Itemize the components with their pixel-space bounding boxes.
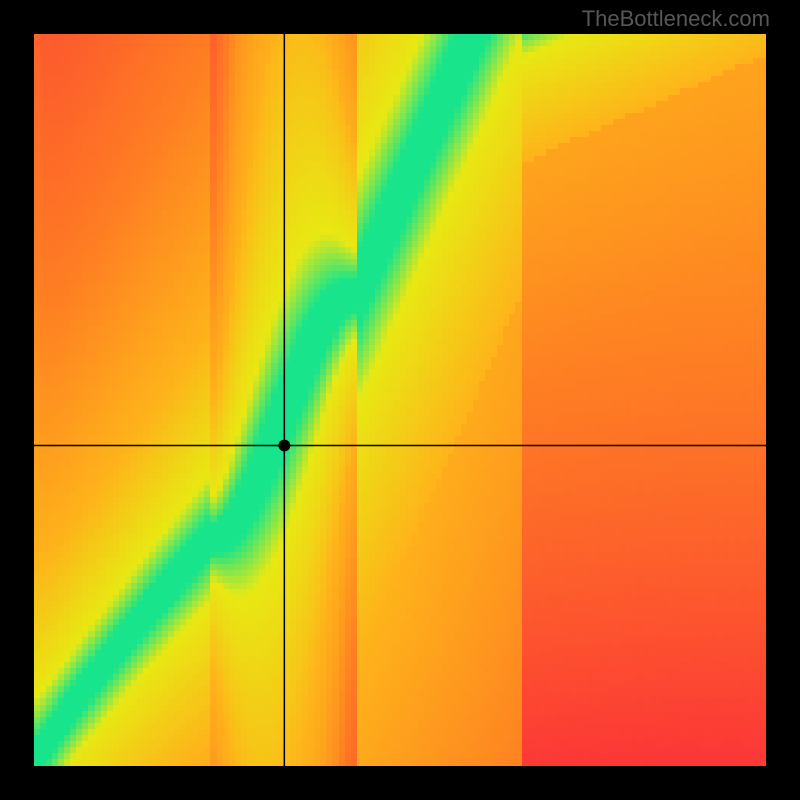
bottleneck-heatmap (0, 0, 800, 800)
watermark-text: TheBottleneck.com (582, 6, 770, 32)
